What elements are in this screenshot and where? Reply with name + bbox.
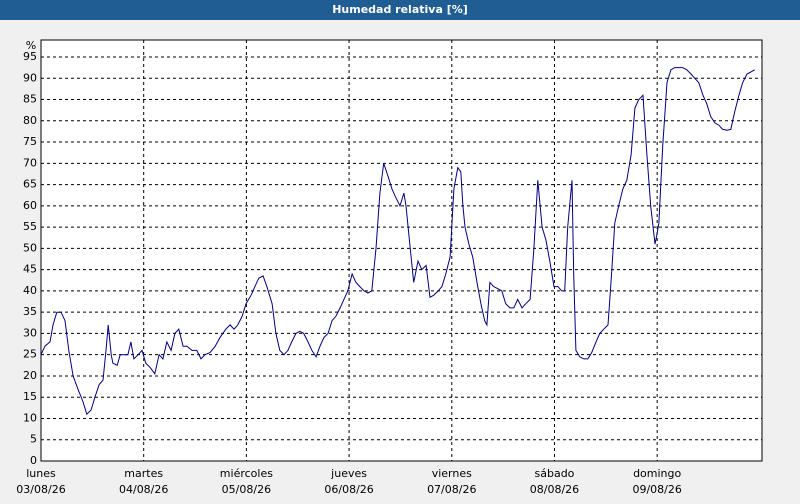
x-tick-label: 07/08/26 <box>427 483 476 496</box>
y-tick-label: 95 <box>23 50 37 63</box>
x-tick-label: martes <box>124 467 163 480</box>
y-tick-label: 75 <box>23 135 37 148</box>
x-tick-label: 06/08/26 <box>324 483 373 496</box>
y-tick-label: 80 <box>23 114 37 127</box>
y-tick-label: 50 <box>23 241 37 254</box>
y-tick-label: 85 <box>23 93 37 106</box>
y-tick-label: 40 <box>23 284 37 297</box>
y-tick-label: 60 <box>23 199 37 212</box>
plot-area <box>40 39 763 462</box>
y-axis-label: % <box>26 39 36 52</box>
x-tick-label: miércoles <box>220 467 273 480</box>
y-tick-label: 30 <box>23 326 37 339</box>
y-tick-label: 15 <box>23 390 37 403</box>
y-tick-label: 5 <box>30 433 37 446</box>
y-tick-label: 45 <box>23 263 37 276</box>
y-tick-label: 65 <box>23 178 37 191</box>
y-tick-label: 25 <box>23 348 37 361</box>
y-tick-label: 90 <box>23 71 37 84</box>
x-tick-label: domingo <box>633 467 681 480</box>
x-tick-label: jueves <box>330 467 367 480</box>
x-tick-label: viernes <box>432 467 472 480</box>
x-tick-label: 08/08/26 <box>530 483 579 496</box>
y-tick-label: 35 <box>23 305 37 318</box>
data-line <box>40 67 755 416</box>
y-tick-label: 20 <box>23 369 37 382</box>
x-tick-label: 09/08/26 <box>632 483 681 496</box>
y-tick-label: 70 <box>23 156 37 169</box>
x-tick-label: 03/08/26 <box>16 483 65 496</box>
y-tick-label: 0 <box>30 454 37 467</box>
title-bar <box>0 0 800 20</box>
chart-title: Humedad relativa [%] <box>332 3 468 16</box>
y-tick-label: 55 <box>23 220 37 233</box>
x-tick-label: 04/08/26 <box>119 483 168 496</box>
x-tick-label: sábado <box>535 467 575 480</box>
y-tick-label: 10 <box>23 411 37 424</box>
x-tick-label: lunes <box>26 467 56 480</box>
x-tick-label: 05/08/26 <box>222 483 271 496</box>
